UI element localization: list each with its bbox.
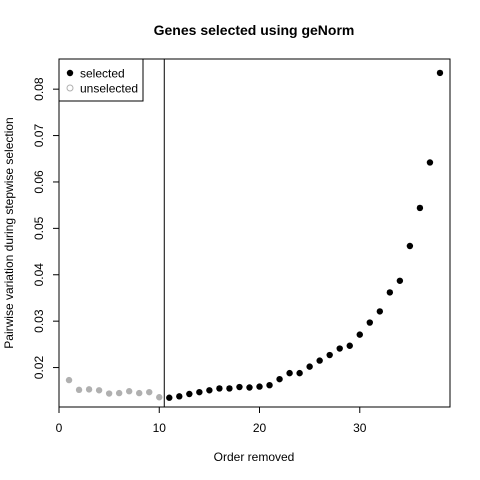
legend: selected unselected bbox=[58, 58, 144, 102]
selected-point bbox=[236, 383, 243, 391]
selected-point bbox=[276, 375, 283, 383]
selected-point bbox=[436, 69, 444, 77]
unselected-point bbox=[156, 394, 163, 401]
legend-unselected-marker bbox=[66, 84, 74, 92]
selected-point bbox=[326, 351, 333, 359]
selected-point bbox=[306, 363, 313, 370]
selected-point bbox=[366, 319, 373, 326]
x-tick-label: 30 bbox=[353, 421, 367, 435]
y-tick-label: 0.06 bbox=[32, 170, 46, 194]
y-axis: 0.02 0.03 0.04 0.05 0.06 0.07 0.08 bbox=[32, 77, 60, 380]
selected-point bbox=[336, 345, 343, 352]
selected-point bbox=[376, 308, 384, 315]
x-axis: 0 10 20 30 bbox=[56, 406, 367, 435]
selected-point bbox=[426, 159, 434, 166]
unselected-point bbox=[146, 388, 153, 396]
x-tick-label: 10 bbox=[153, 421, 167, 435]
selected-point bbox=[216, 385, 223, 392]
selected-point bbox=[256, 383, 263, 390]
selected-point bbox=[226, 385, 233, 392]
selected-point bbox=[166, 394, 173, 401]
selected-point bbox=[206, 387, 213, 394]
selected-point bbox=[186, 390, 193, 398]
unselected-point bbox=[75, 386, 83, 394]
legend-unselected-label: unselected bbox=[80, 82, 138, 96]
unselected-point bbox=[136, 389, 143, 397]
y-tick-label: 0.08 bbox=[32, 77, 46, 101]
selected-point bbox=[196, 388, 203, 396]
legend-selected-label: selected bbox=[80, 67, 125, 81]
unselected-point bbox=[115, 389, 123, 397]
plot-area-border bbox=[58, 58, 451, 408]
y-tick-label: 0.07 bbox=[32, 124, 46, 148]
selected-point bbox=[346, 342, 353, 349]
selected-point bbox=[266, 381, 273, 389]
selected-point bbox=[406, 242, 414, 250]
unselected-point bbox=[105, 390, 113, 397]
x-tick-label: 0 bbox=[56, 421, 63, 435]
unselected-point bbox=[125, 388, 133, 395]
selected-point bbox=[386, 289, 394, 296]
x-axis-label: Order removed bbox=[214, 450, 295, 464]
selected-point bbox=[296, 369, 303, 377]
y-axis-label: Pairwise variation during stepwise selec… bbox=[2, 117, 16, 348]
unselected-point bbox=[95, 387, 103, 394]
data-points bbox=[65, 69, 444, 401]
legend-box bbox=[58, 58, 144, 102]
selected-point bbox=[246, 384, 253, 391]
y-tick-label: 0.05 bbox=[32, 216, 46, 240]
unselected-point bbox=[65, 376, 73, 384]
selected-point bbox=[286, 369, 293, 377]
selected-point bbox=[176, 393, 183, 400]
selected-point bbox=[356, 331, 363, 338]
unselected-point bbox=[85, 386, 93, 393]
chart-title: Genes selected using geNorm bbox=[154, 22, 355, 38]
x-tick-label: 20 bbox=[253, 421, 267, 435]
selected-point bbox=[416, 204, 424, 212]
y-tick-label: 0.04 bbox=[32, 263, 46, 287]
y-tick-label: 0.02 bbox=[32, 356, 46, 380]
selected-point bbox=[396, 277, 404, 284]
legend-selected-marker bbox=[66, 69, 74, 77]
selected-point bbox=[316, 357, 323, 364]
y-tick-label: 0.03 bbox=[32, 309, 46, 333]
